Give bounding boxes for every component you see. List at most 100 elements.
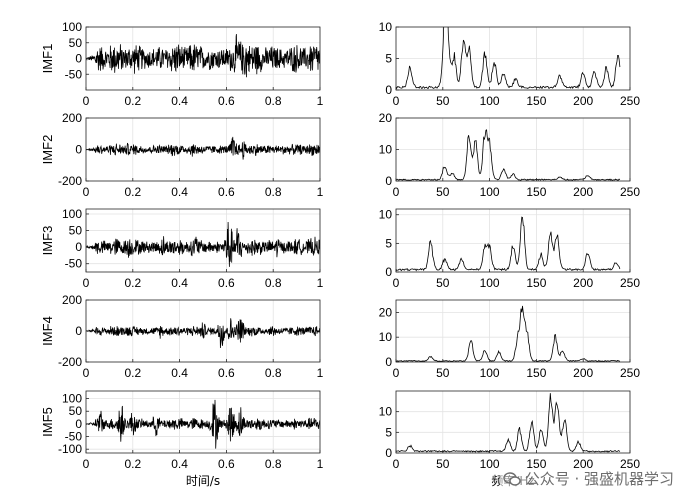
- watermark: 公众号 · 强盛机器学习: [499, 468, 677, 489]
- freq-ytick-label: 0: [385, 355, 392, 369]
- freq-ytick-label: 0: [385, 265, 392, 279]
- time-xtick-label: 0.2: [124, 366, 141, 380]
- time-series-line: [86, 136, 320, 160]
- freq-xtick-label: 200: [573, 457, 593, 471]
- freq-ytick-label: 0: [385, 83, 392, 97]
- time-ytick-label: 0: [75, 52, 82, 66]
- freq-ytick-label: 0: [385, 446, 392, 460]
- spectrum-panel-imf5: 0 50 100 150 200 250 0 5 10: [379, 390, 640, 471]
- time-xtick-label: 0: [83, 276, 90, 290]
- time-xtick-label: 0: [83, 185, 90, 199]
- freq-xtick-label: 50: [436, 94, 450, 108]
- time-ytick-label: 0: [75, 417, 82, 431]
- time-xtick-label: 0: [83, 366, 90, 380]
- freq-xtick-label: 0: [393, 185, 400, 199]
- freq-xtick-label: 50: [436, 185, 450, 199]
- time-ytick-label: 0: [75, 143, 82, 157]
- time-xtick-label: 0.4: [171, 276, 188, 290]
- time-series-line: [86, 318, 320, 349]
- time-series-line: [86, 221, 320, 267]
- time-xtick-label: 0.4: [171, 94, 188, 108]
- freq-ytick-label: 5: [385, 236, 392, 250]
- freq-xtick-label: 0: [393, 366, 400, 380]
- time-panel-imf1: 0 0.2 0.4 0.6 0.8 1 -500 50 100 IMF1: [40, 20, 324, 108]
- ylabel-imf5: IMF5: [40, 407, 55, 437]
- time-xtick-label: 0.6: [218, 276, 235, 290]
- spectrum-line: [396, 305, 620, 362]
- time-ytick-label: -50: [65, 257, 83, 271]
- freq-xtick-label: 150: [526, 276, 546, 290]
- freq-ytick-label: 10: [379, 20, 393, 34]
- time-xtick-label: 0.6: [218, 457, 235, 471]
- ylabel-imf2: IMF2: [40, 135, 55, 165]
- freq-ytick-label: 10: [379, 208, 393, 222]
- time-xtick-label: 0.2: [124, 276, 141, 290]
- freq-xtick-label: 100: [480, 185, 500, 199]
- time-frame: [85, 208, 321, 273]
- spectrum-panel-imf3: 0 50 100 150 200 250 0 5 10: [379, 208, 641, 290]
- freq-xtick-label: 250: [620, 94, 640, 108]
- freq-ytick-label: 20: [379, 111, 393, 125]
- freq-ytick-label: 20: [379, 305, 393, 319]
- time-ytick-label: 50: [69, 36, 83, 50]
- time-ytick-label: 100: [62, 207, 82, 221]
- time-xtick-label: 0.8: [265, 276, 282, 290]
- spectrum-line: [396, 393, 621, 453]
- time-ytick-label: 100: [62, 392, 82, 406]
- time-xtick-label: 0.4: [171, 185, 188, 199]
- time-xtick-label: 0.8: [265, 94, 282, 108]
- freq-ytick-label: 10: [379, 143, 393, 157]
- freq-xtick-label: 0: [393, 276, 400, 290]
- spectrum-line: [396, 129, 621, 181]
- time-xtick-label: 1: [317, 94, 324, 108]
- watermark-text: 公众号 · 强盛机器学习: [524, 470, 674, 488]
- freq-ytick-label: 5: [385, 52, 392, 66]
- time-series-line: [86, 34, 320, 78]
- freq-xtick-label: 250: [620, 366, 640, 380]
- freq-ytick-label: 10: [379, 330, 393, 344]
- freq-ytick-label: 0: [385, 174, 392, 188]
- ylabel-imf4: IMF4: [40, 316, 55, 346]
- time-xtick-label: 0.6: [218, 366, 235, 380]
- time-xlabel: 时间/s: [186, 474, 220, 488]
- freq-xtick-label: 200: [573, 94, 593, 108]
- time-ytick-label: -50: [65, 67, 83, 81]
- time-ytick-label: 100: [62, 20, 82, 34]
- freq-xtick-label: 50: [436, 457, 450, 471]
- ylabel-imf3: IMF3: [40, 226, 55, 256]
- time-xtick-label: 0.8: [265, 366, 282, 380]
- time-ytick-label: 0: [75, 240, 82, 254]
- time-frame: [85, 390, 321, 454]
- freq-xtick-label: 150: [526, 185, 546, 199]
- time-ytick-label: 200: [62, 111, 82, 125]
- freq-ytick-label: 5: [385, 425, 392, 439]
- time-ytick-label: 200: [62, 293, 82, 307]
- freq-ytick-label: 10: [379, 405, 393, 419]
- freq-xtick-label: 0: [393, 94, 400, 108]
- time-xtick-label: 0.2: [124, 457, 141, 471]
- time-xtick-label: 0.4: [171, 457, 188, 471]
- spectrum-panel-imf1: 0 50 100 150 200 250 0 5 10: [379, 20, 641, 108]
- spectrum-line: [396, 216, 621, 272]
- time-ytick-label: 0: [75, 324, 82, 338]
- wechat-icon: [502, 471, 521, 486]
- freq-xtick-label: 50: [436, 366, 450, 380]
- time-ytick-label: 50: [69, 404, 83, 418]
- freq-frame: [395, 390, 631, 454]
- freq-frame: [395, 299, 631, 363]
- freq-xtick-label: 250: [620, 457, 640, 471]
- freq-xtick-label: 250: [620, 185, 640, 199]
- freq-xtick-label: 150: [526, 457, 546, 471]
- freq-xtick-label: 150: [526, 94, 546, 108]
- time-ytick-label: -200: [58, 355, 82, 369]
- time-xtick-label: 1: [317, 457, 324, 471]
- time-xtick-label: 0.4: [171, 366, 188, 380]
- time-xtick-label: 0: [83, 457, 90, 471]
- time-xtick-label: 0.8: [265, 185, 282, 199]
- time-ytick-label: 50: [69, 224, 83, 238]
- time-xtick-label: 1: [317, 276, 324, 290]
